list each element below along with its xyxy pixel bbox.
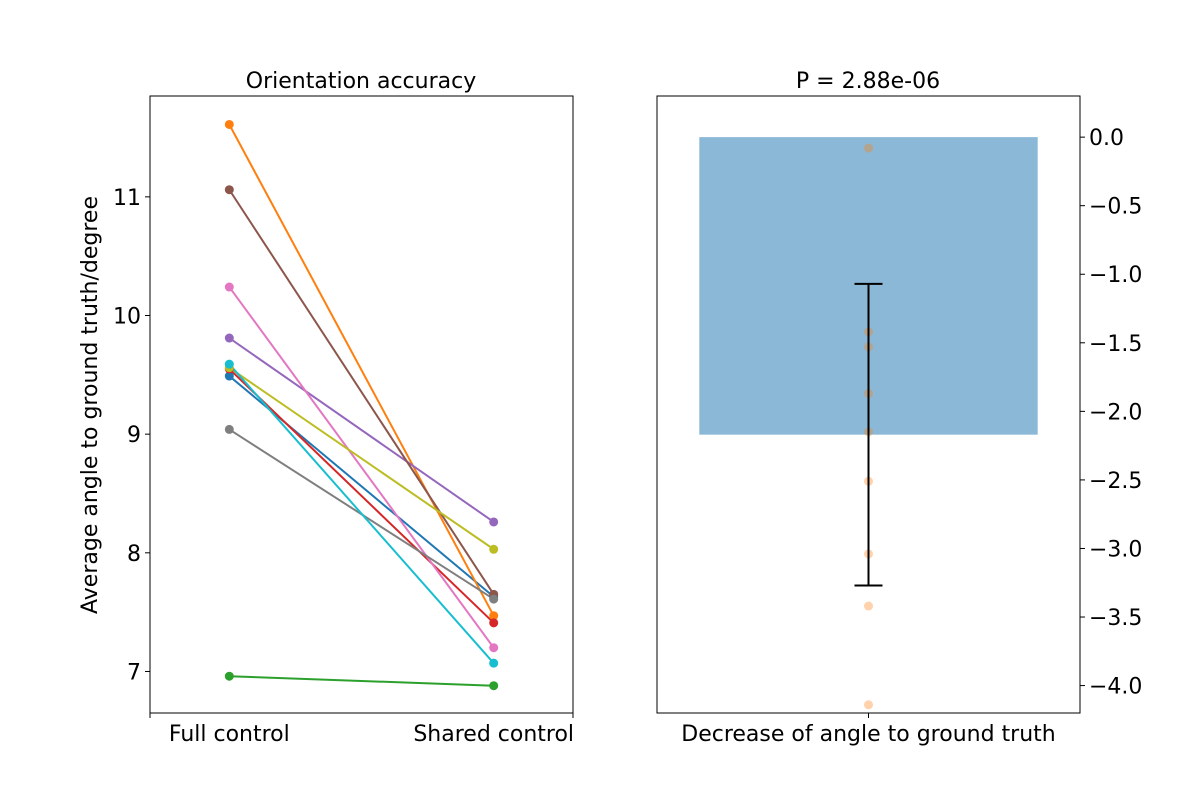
series-line-5 xyxy=(228,189,495,595)
y-tick-label: −3.0 xyxy=(1089,537,1142,562)
right-error-bar xyxy=(854,282,883,587)
sample-point-8 xyxy=(864,700,873,710)
data-point-6-1 xyxy=(489,643,499,653)
decrease-panel: P = 2.88e-06 0.0 −0.5 −1.0 −1.5 −2.0 −2.5 −3.0… xyxy=(656,69,1142,747)
y-tick-label: −2.0 xyxy=(1089,400,1142,425)
data-point-1-1 xyxy=(489,611,499,621)
series-line-9 xyxy=(228,363,495,664)
series-line-3 xyxy=(228,368,495,624)
data-point-3-1 xyxy=(489,618,499,628)
sample-point-7 xyxy=(864,601,873,611)
right-plot-frame xyxy=(656,95,1081,714)
left-x-ticks: Full control Shared control xyxy=(149,713,574,747)
data-point-8-1 xyxy=(489,544,499,554)
series-line-1 xyxy=(228,124,495,617)
y-tick-label: 9 xyxy=(127,423,141,448)
y-tick-label: −2.5 xyxy=(1089,469,1142,494)
x-tick-label: Full control xyxy=(169,722,290,747)
series-line-4 xyxy=(228,337,495,523)
y-tick-label: −0.5 xyxy=(1089,195,1142,220)
left-chart-title: Orientation accuracy xyxy=(246,69,476,94)
x-tick-label: Decrease of angle to ground truth xyxy=(681,722,1055,747)
left-y-ticks: 7 8 9 10 11 xyxy=(113,186,150,685)
data-point-9-0 xyxy=(224,359,234,369)
data-point-0-0 xyxy=(224,371,234,381)
y-tick-label: 0.0 xyxy=(1089,126,1124,151)
orientation-accuracy-panel: Orientation accuracy Average angle to gr… xyxy=(78,69,574,747)
y-tick-label: −4.0 xyxy=(1089,675,1142,700)
data-point-5-0 xyxy=(224,185,234,195)
left-series-lines xyxy=(228,124,495,687)
right-chart-title: P = 2.88e-06 xyxy=(796,69,940,94)
y-tick-label: 8 xyxy=(127,542,141,567)
data-point-1-0 xyxy=(224,119,234,129)
data-point-6-0 xyxy=(224,282,234,292)
series-line-2 xyxy=(229,675,494,687)
x-tick-label: Shared control xyxy=(413,722,574,747)
sample-point-0 xyxy=(864,143,873,153)
series-line-6 xyxy=(228,286,495,649)
data-point-7-0 xyxy=(224,424,234,434)
data-point-4-0 xyxy=(224,333,234,343)
data-point-2-1 xyxy=(489,681,499,691)
y-tick-label: 11 xyxy=(113,186,141,211)
y-tick-label: −1.5 xyxy=(1089,332,1142,357)
y-tick-label: 10 xyxy=(113,305,141,330)
series-line-8 xyxy=(228,366,495,551)
right-x-ticks: Decrease of angle to ground truth xyxy=(681,713,1056,747)
y-tick-label: −1.0 xyxy=(1089,263,1142,288)
y-tick-label: −3.5 xyxy=(1089,606,1142,631)
y-tick-label: 7 xyxy=(127,660,141,685)
left-plot-frame xyxy=(149,95,574,714)
data-point-2-0 xyxy=(224,671,234,681)
right-y-ticks: 0.0 −0.5 −1.0 −1.5 −2.0 −2.5 −3.0 −3.5 −4.0 xyxy=(1080,126,1142,700)
left-series-points xyxy=(224,119,499,691)
data-point-9-1 xyxy=(489,658,499,668)
data-point-7-1 xyxy=(489,594,499,604)
data-point-4-1 xyxy=(489,517,499,527)
left-y-axis-label: Average angle to ground truth/degree xyxy=(78,196,103,614)
